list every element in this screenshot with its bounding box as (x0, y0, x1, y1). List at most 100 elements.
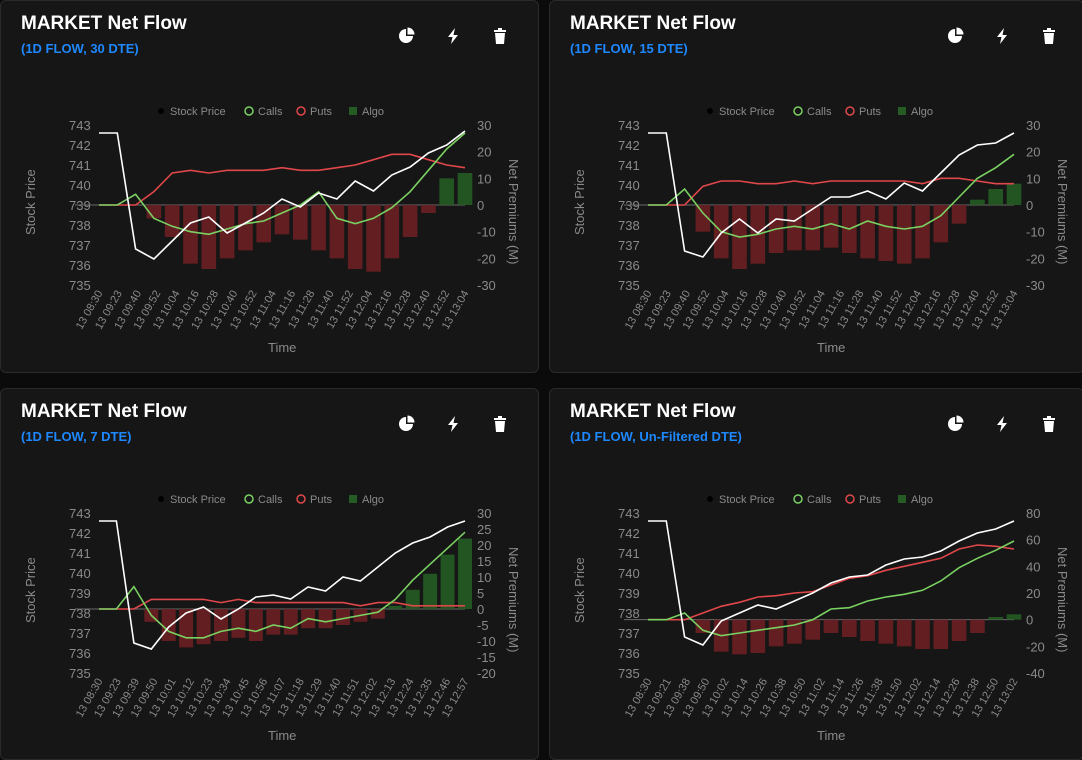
algo-bar (238, 205, 253, 251)
algo-bar (841, 619, 857, 637)
algo-bar (402, 205, 418, 237)
legend-item: Puts (296, 494, 333, 506)
calls-line (648, 153, 1015, 238)
trash-icon[interactable] (489, 25, 511, 47)
algo-bar (951, 619, 967, 641)
algo-bar (146, 205, 162, 219)
algo-bar (951, 205, 967, 224)
y-tick-left: 741 (69, 546, 91, 561)
y-tick-left: 742 (69, 526, 91, 541)
y-axis-title-left: Stock Price (23, 557, 38, 623)
lightning-icon[interactable] (442, 25, 464, 47)
algo-bar (179, 609, 194, 648)
calls-line (648, 540, 1015, 637)
y-tick-left: 736 (69, 258, 91, 273)
algo-bar (423, 573, 438, 609)
calls-line (99, 132, 466, 236)
y-tick-right: -20 (1026, 639, 1045, 654)
y-tick-left: 735 (69, 278, 91, 293)
algo-bar (384, 205, 400, 259)
y-tick-left: 736 (618, 646, 640, 661)
legend-item: Calls (793, 106, 832, 118)
legend-label: Calls (807, 494, 832, 506)
legend-marker (296, 494, 306, 504)
algo-bar (329, 205, 345, 259)
algo-bar (823, 619, 839, 633)
panel-subtitle[interactable]: (1D FLOW, Un-Filtered DTE) (570, 429, 742, 444)
y-tick-right: -20 (1026, 251, 1045, 266)
algo-bar (933, 619, 949, 649)
stock-price-line (648, 132, 1015, 258)
legend-item: Algo (349, 494, 384, 506)
y-tick-right: -5 (477, 618, 489, 633)
algo-bar (805, 619, 821, 640)
algo-bar (219, 205, 235, 259)
legend-item: Algo (898, 494, 933, 506)
legend-label: Algo (911, 106, 933, 118)
algo-bar (292, 205, 308, 240)
legend-marker (244, 494, 254, 504)
legend-marker (898, 495, 906, 503)
legend-marker (707, 496, 713, 502)
algo-bar (933, 205, 949, 243)
legend-marker (793, 494, 803, 504)
algo-bar (421, 205, 436, 213)
panel-subtitle[interactable]: (1D FLOW, 15 DTE) (570, 41, 688, 56)
trash-icon[interactable] (489, 413, 511, 435)
legend-label: Stock Price (170, 106, 226, 118)
legend-marker (349, 107, 357, 115)
y-tick-right: -10 (477, 225, 496, 240)
algo-bar (768, 619, 784, 647)
panel-subtitle[interactable]: (1D FLOW, 7 DTE) (21, 429, 132, 444)
legend-marker (845, 494, 855, 504)
pie-chart-icon[interactable] (395, 25, 417, 47)
y-tick-left: 738 (69, 606, 91, 621)
net-flow-panel-30dte: MARKET Net Flow (1D FLOW, 30 DTE) Stock … (0, 0, 539, 373)
legend-label: Stock Price (719, 494, 775, 506)
legend-item: Puts (845, 106, 882, 118)
y-tick-right: 20 (1026, 145, 1040, 160)
algo-bar (860, 205, 875, 259)
pie-chart-icon[interactable] (944, 25, 966, 47)
legend-marker (349, 495, 357, 503)
panel-title: MARKET Net Flow (21, 13, 187, 34)
y-tick-right: 0 (1026, 198, 1033, 213)
trash-icon[interactable] (1038, 25, 1060, 47)
pie-chart-icon[interactable] (944, 413, 966, 435)
y-tick-right: 30 (477, 118, 491, 133)
algo-bar (318, 609, 333, 629)
algo-bar (1006, 183, 1022, 205)
legend-item: Puts (296, 106, 333, 118)
algo-bar (347, 205, 363, 269)
lightning-icon[interactable] (991, 25, 1013, 47)
algo-bar (388, 605, 403, 609)
panel-subtitle[interactable]: (1D FLOW, 30 DTE) (21, 41, 139, 56)
lightning-icon[interactable] (442, 413, 464, 435)
y-axis-title-left: Stock Price (23, 169, 38, 235)
legend-item: Algo (349, 106, 384, 118)
algo-bar (896, 619, 912, 647)
legend-marker (296, 106, 306, 116)
y-tick-right: 30 (477, 506, 491, 521)
y-tick-left: 737 (69, 238, 91, 253)
trash-icon[interactable] (1038, 413, 1060, 435)
legend-label: Puts (310, 494, 333, 506)
legend-label: Puts (310, 106, 333, 118)
net-flow-panel-unfiltered: MARKET Net Flow (1D FLOW, Un-Filtered DT… (549, 388, 1082, 760)
pie-chart-icon[interactable] (395, 413, 417, 435)
y-tick-left: 743 (618, 506, 640, 521)
algo-bar (440, 554, 455, 609)
lightning-icon[interactable] (991, 413, 1013, 435)
y-tick-left: 740 (618, 566, 640, 581)
algo-bar (370, 609, 385, 619)
y-tick-left: 740 (69, 178, 91, 193)
puts-line (648, 544, 1015, 621)
algo-bar (878, 619, 894, 644)
legend-item: Stock Price (707, 106, 775, 118)
algo-bar (311, 205, 326, 251)
y-tick-left: 741 (618, 546, 640, 561)
panel-title: MARKET Net Flow (570, 401, 736, 422)
y-axis-title-right: Net Premiums (M) (1055, 547, 1070, 652)
y-tick-left: 737 (618, 626, 640, 641)
legend-item: Stock Price (158, 106, 226, 118)
